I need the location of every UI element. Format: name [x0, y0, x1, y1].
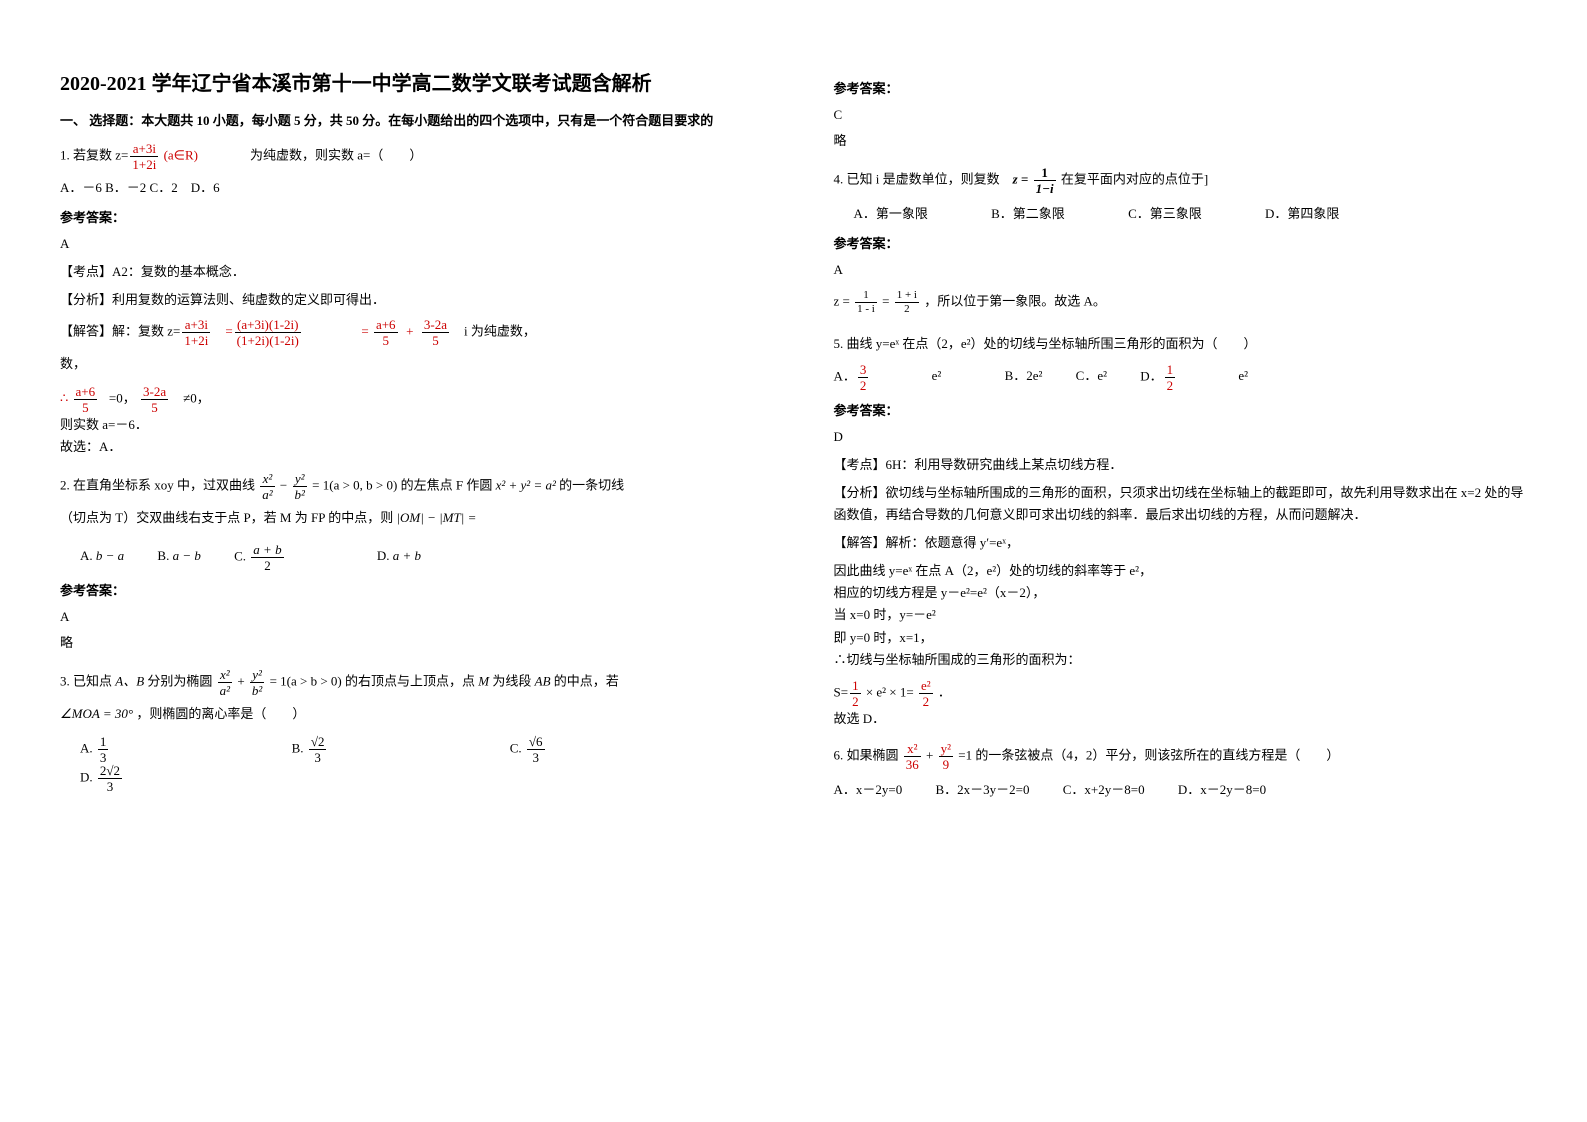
lue: 略 [60, 632, 754, 654]
left-column: 2020-2021 学年辽宁省本溪市第十一中学高二数学文联考试题含解析 一、 选… [0, 0, 794, 1122]
options: A．－6 B．－2 C．2 D．6 [60, 177, 754, 199]
q5-options: A．32 e² B．2e² C．e² D．12 e² [834, 363, 1528, 392]
question-2: 2. 在直角坐标系 xoy 中，过双曲线 x²a² − y²b² = 1(a >… [60, 472, 754, 501]
q4-options: A．第一象限 B．第二象限 C．第三象限 D．第四象限 [854, 203, 1528, 225]
jieda-2: 因此曲线 y=eˣ 在点 A（2，e²）处的切线的斜率等于 e²， [834, 560, 1528, 582]
fenxi: 【分析】欲切线与坐标轴所围成的三角形的面积，只须求出切线在坐标轴上的截距即可，故… [834, 482, 1528, 526]
jieda-5: 即 y=0 时，x=1， [834, 627, 1528, 649]
answer: A [60, 606, 754, 628]
answer: A [834, 259, 1528, 281]
kaodian: 【考点】A2：复数的基本概念． [60, 261, 754, 283]
text: 【解答】解：复数 z= [60, 323, 180, 338]
text: 1. 若复数 [60, 148, 112, 163]
q2-options: A. b − a B. a − b C. a + b2 D. a + b [80, 543, 754, 572]
jieda-continue: 数， [60, 353, 754, 375]
answer-label: 参考答案： [60, 207, 754, 229]
q3-options: A. 13 B. √23 C. √63 D. 2√23 [80, 735, 754, 793]
jieda-1: 【解答】解：复数 z=a+3i1+2i =(a+3i)(1-2i)(1+2i)(… [60, 318, 754, 347]
jieda-1: 【解答】解析：依题意得 y′=eˣ， [834, 532, 1528, 554]
answer-label: 参考答案： [60, 580, 754, 602]
answer-label: 参考答案： [834, 78, 1528, 100]
q4-jieda: z = 11 - i = 1 + i2 ，所以位于第一象限。故选 A。 [834, 290, 1528, 315]
question-3: 3. 已知点 A、B 分别为椭圆 x²a² + y²b² = 1(a > b >… [60, 668, 754, 697]
answer: C [834, 104, 1528, 126]
q3-line2: ∠MOA = 30° ，则椭圆的离心率是（ ） [60, 703, 754, 725]
lue: 略 [834, 130, 1528, 152]
jieda-s: S=12 × e² × 1= e²2 ． [834, 679, 1528, 708]
question-6: 6. 如果椭圆 x²36 + y²9 =1 的一条弦被点（4，2）平分，则该弦所… [834, 742, 1528, 771]
text: 为纯虚数，则实数 a=（ ） [250, 148, 422, 163]
jieda-3: 则实数 a=－6． [60, 414, 754, 436]
answer: D [834, 426, 1528, 448]
section-heading: 一、 选择题：本大题共 10 小题，每小题 5 分，共 50 分。在每小题给出的… [60, 110, 754, 132]
frac-den: 1+2i [130, 157, 158, 171]
fenxi: 【分析】利用复数的运算法则、纯虚数的定义即可得出． [60, 289, 754, 311]
jieda-2: ∴ a+65 =0， 3-2a5 ≠0， [60, 385, 754, 414]
text: (a∈R) [164, 148, 198, 163]
question-4: 4. 已知 i 是虚数单位，则复数 z = 11−i 在复平面内对应的点位于] [834, 166, 1528, 195]
q2-line2: （切点为 T）交双曲线右支于点 P，若 M 为 FP 的中点，则 |OM| − … [60, 507, 754, 529]
jieda-4: 当 x=0 时，y=－e² [834, 604, 1528, 626]
question-5: 5. 曲线 y=eˣ 在点（2，e²）处的切线与坐标轴所围三角形的面积为（ ） [834, 333, 1528, 355]
answer: A [60, 233, 754, 255]
right-column: 参考答案： C 略 4. 已知 i 是虚数单位，则复数 z = 11−i 在复平… [794, 0, 1587, 1122]
question-1: 1. 若复数 z=a+3i1+2i (a∈R) 为纯虚数，则实数 a=（ ） [60, 142, 754, 171]
jieda-4: 故选：A． [60, 436, 754, 458]
page-title: 2020-2021 学年辽宁省本溪市第十一中学高二数学文联考试题含解析 [60, 70, 754, 98]
jieda-6: ∴切线与坐标轴所围成的三角形的面积为： [834, 649, 1528, 671]
kaodian: 【考点】6H：利用导数研究曲线上某点切线方程． [834, 454, 1528, 476]
frac-num: a+3i [130, 142, 158, 157]
answer-label: 参考答案： [834, 400, 1528, 422]
q6-options: A．x－2y=0 B．2x－3y－2=0 C．x+2y－8=0 D．x－2y－8… [834, 779, 1528, 801]
answer-label: 参考答案： [834, 233, 1528, 255]
guxuan: 故选 D． [834, 708, 1528, 730]
jieda-3: 相应的切线方程是 y－e²=e²（x－2）， [834, 582, 1528, 604]
